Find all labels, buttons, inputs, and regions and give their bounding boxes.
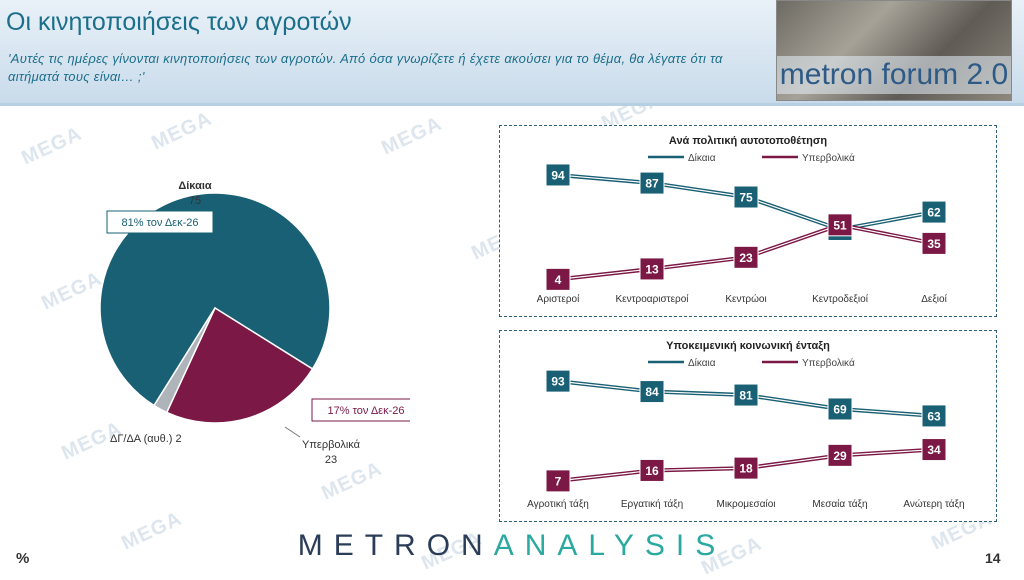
data-label: 34 <box>927 443 941 457</box>
category-label: Αριστεροί <box>537 293 580 305</box>
category-label: Δεξιοί <box>921 293 947 305</box>
pie-callout-box-exaggerated <box>311 398 410 422</box>
logo-text: metron forum 2.0 <box>777 56 1011 94</box>
legend-label: Δίκαια <box>688 152 716 164</box>
data-label: 18 <box>739 462 753 476</box>
data-point <box>639 380 665 404</box>
data-point <box>733 383 759 407</box>
data-point <box>827 397 853 421</box>
data-label: 13 <box>645 262 659 276</box>
data-point <box>545 469 571 493</box>
header-divider <box>0 103 1024 106</box>
data-point <box>639 257 665 281</box>
data-point <box>545 267 571 291</box>
legend-label: Δίκαια <box>688 357 716 369</box>
data-label: 7 <box>555 474 562 488</box>
data-label: 35 <box>927 237 941 251</box>
line-chart-social: Υποκειμενική κοινωνική ένταξη Δίκαια Υπερβ… <box>527 340 964 510</box>
watermark-text: MEGA <box>18 122 86 170</box>
data-label: 29 <box>833 449 847 463</box>
chart-title: Υποκειμενική κοινωνική ένταξη <box>666 340 830 352</box>
pie-leader-line <box>284 426 301 438</box>
line-chart-political: Ανά πολιτική αυτοτοποθέτηση Δίκαια Υπερβολ… <box>537 135 948 305</box>
data-point <box>545 163 571 187</box>
data-label: 62 <box>927 206 941 220</box>
brand-part2: ANALYSIS <box>493 529 727 562</box>
category-label: Αγροτική τάξη <box>527 498 589 510</box>
pie-callout-box-fair <box>106 210 214 234</box>
pie-chart: Δίκαια 75 81% τον Δεκ-26 17% τον Δεκ-26 Υπερ… <box>99 180 410 466</box>
category-label: Ανώτερη τάξη <box>903 498 964 510</box>
data-label: 63 <box>927 409 941 423</box>
category-label: Μεσαία τάξη <box>812 498 867 510</box>
pie-label-exaggerated: Υπερβολικά <box>302 439 361 451</box>
watermark-text: MEGA <box>148 107 216 155</box>
data-label: 94 <box>551 168 565 182</box>
question-text: 'Αυτές τις ημέρες γίνονται κινητοποιήσει… <box>8 51 723 84</box>
data-label: 69 <box>833 402 847 416</box>
pie-slice <box>165 306 314 424</box>
data-label: 16 <box>645 464 659 478</box>
header-banner: Οι κινητοποιήσεις των αγροτών 'Αυτές τις… <box>0 0 1024 103</box>
data-point <box>921 438 947 462</box>
chart-panel-social: Υποκειμενική κοινωνική ένταξη Δίκαια Υπερβ… <box>499 330 997 522</box>
legend-label: Υπερβολικά <box>802 152 855 164</box>
data-label: 93 <box>551 375 565 389</box>
category-label: Μικρομεσαίοι <box>717 498 776 510</box>
pie-label-fair: Δίκαια <box>178 180 212 192</box>
data-point <box>733 185 759 209</box>
data-point <box>827 443 853 467</box>
data-point <box>733 456 759 480</box>
page-title: Οι κινητοποιήσεις των αγροτών <box>6 8 352 36</box>
chart-title: Ανά πολιτική αυτοτοποθέτηση <box>669 135 827 147</box>
pie-callout-fair: 81% τον Δεκ-26 <box>122 217 199 229</box>
category-label: Κεντρώοι <box>725 293 766 305</box>
unit-label: % <box>16 550 30 567</box>
pie-slice <box>153 307 216 414</box>
data-point <box>545 369 571 393</box>
page-number: 14 <box>985 550 1001 566</box>
data-point <box>827 213 853 237</box>
watermark-text: MEGA <box>378 112 446 160</box>
category-label: Εργατική τάξη <box>621 498 683 510</box>
pie-value-exaggerated: 23 <box>325 454 337 466</box>
chart-panel-political: Ανά πολιτική αυτοτοποθέτηση Δίκαια Υπερβολ… <box>499 125 997 317</box>
data-label: 51 <box>833 218 847 232</box>
data-label: 87 <box>645 177 659 191</box>
data-label: 84 <box>645 385 659 399</box>
metron-forum-logo: metron forum 2.0 <box>776 0 1012 101</box>
data-point <box>921 404 947 428</box>
metron-analysis-logo: METRONANALYSIS <box>0 529 1024 563</box>
data-label: 75 <box>739 191 753 205</box>
pie-slice <box>99 192 331 407</box>
data-label: 23 <box>739 251 753 265</box>
category-label: Κεντροαριστεροί <box>615 293 689 305</box>
data-point <box>639 458 665 482</box>
data-point <box>639 171 665 195</box>
legend-label: Υπερβολικά <box>802 357 855 369</box>
pie-callout-exaggerated: 17% τον Δεκ-26 <box>328 405 405 417</box>
pie-value-fair: 75 <box>189 195 201 207</box>
brand-part1: METRON <box>297 529 494 562</box>
data-label: 4 <box>555 273 562 287</box>
data-point <box>733 245 759 269</box>
data-label: 81 <box>739 389 753 403</box>
pie-label-dk: ΔΓ/ΔΑ (αυθ.) 2 <box>110 433 182 445</box>
data-point <box>921 231 947 255</box>
category-label: Κεντροδεξιοί <box>812 293 869 305</box>
data-point <box>921 200 947 224</box>
